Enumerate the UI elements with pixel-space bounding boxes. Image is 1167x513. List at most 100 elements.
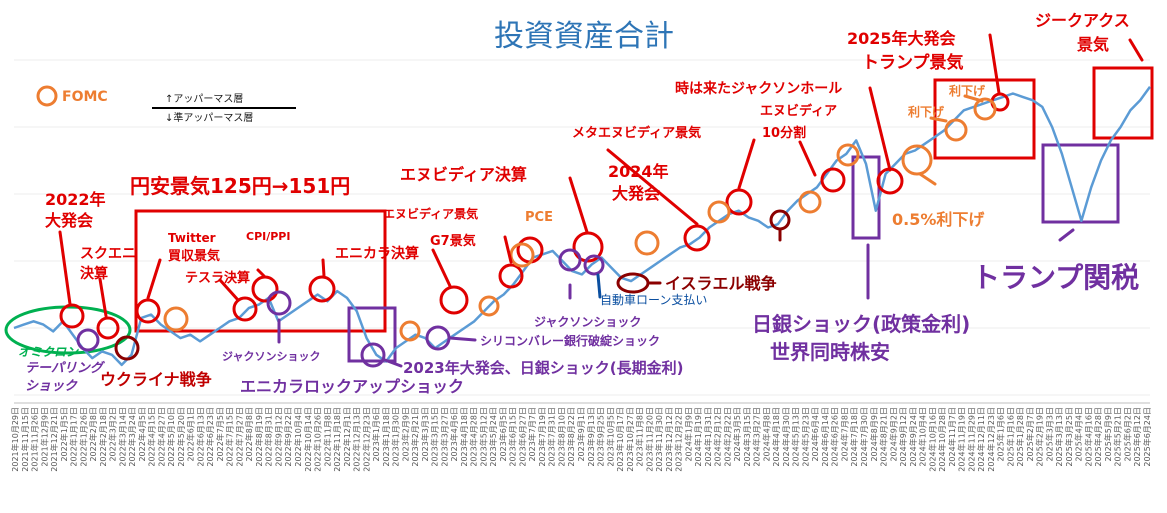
ann-shock: ショック [25, 379, 78, 394]
callout-arrow-purple [1058, 228, 1075, 242]
x-tick-label: 2024年2月12日 [713, 407, 723, 467]
x-tick-label: 2023年10月27日 [625, 407, 635, 472]
x-tick-label: 2023年9月13日 [586, 407, 596, 467]
x-tick-label: 2024年3月5日 [732, 407, 742, 462]
event-circle-red [725, 188, 753, 216]
x-tick-label: 2023年10月17日 [615, 407, 625, 472]
tariff-box [1041, 143, 1120, 224]
x-tick-label: 2022年7月15日 [225, 407, 235, 467]
fomc-circle [478, 295, 500, 317]
x-tick-label: 2023年4月28日 [469, 407, 479, 467]
callout-arrow-purple [448, 336, 477, 342]
x-tick-label: 2022年8月19日 [254, 407, 264, 467]
ann-cpi: CPI/PPI [246, 230, 290, 243]
x-tick-labels: 2021年10月29日 2021年11月15日 2021年11月26日 2021年12… [10, 407, 1152, 472]
x-tick-label: 2022年4月27日 [156, 407, 166, 467]
x-tick-label: 2023年10月5日 [605, 407, 615, 467]
x-tick-label: 2022年6月23日 [205, 407, 215, 467]
x-tick-label: 2024年1月31日 [703, 407, 713, 467]
ann-2024: 2024年 [608, 162, 669, 181]
fomc-circle [798, 190, 822, 214]
event-circle-red [498, 263, 524, 289]
x-tick-label: 2023年7月7日 [527, 407, 537, 462]
x-tick-label: 2025年6月24日 [1142, 407, 1152, 467]
ann-tesla: テスラ決算 [185, 270, 250, 286]
x-tick-label: 2024年9月12日 [898, 407, 908, 467]
x-tick-label: 2022年12月23日 [361, 407, 371, 472]
chart-title: 投資資産合計 [494, 19, 674, 54]
x-tick-label: 2024年1月19日 [693, 407, 703, 467]
x-tick-label: 2022年5月20日 [176, 407, 186, 467]
x-tick-label: 2024年3月15日 [742, 407, 752, 467]
x-tick-label: 2023年3月15日 [430, 407, 440, 467]
callout-arrow-orange [918, 172, 937, 186]
x-tick-label: 2022年3月2日 [108, 407, 118, 462]
x-tick-label: 2022年8月31日 [264, 407, 274, 467]
ann-lockup: エニカラロックアップショック [240, 377, 464, 396]
x-tick-label: 2025年1月28日 [1015, 407, 1025, 467]
x-tick-label: 2025年1月16日 [1005, 407, 1015, 467]
x-tick-label: 2024年3月27日 [752, 407, 762, 467]
event-circle-purple [360, 342, 386, 368]
ann-nvidia-kessan: エヌビディア決算 [400, 165, 527, 184]
callout-arrow-red [606, 148, 699, 226]
x-tick-label: 2025年3月25日 [1064, 407, 1074, 467]
x-tick-label: 2021年12月9日 [39, 407, 49, 467]
x-tick-label: 2025年3月3日 [1044, 407, 1054, 462]
event-circle-red [876, 167, 904, 195]
x-tick-label: 2024年4月30日 [781, 407, 791, 467]
annotation-markers [58, 33, 1144, 368]
x-tick-label: 2024年11月7日 [947, 407, 957, 467]
ann-gquuuuuux: ジークアクス [1035, 11, 1130, 30]
fomc-circle [509, 242, 535, 268]
x-tick-label: 2025年2月7日 [1025, 407, 1035, 462]
fomc-circle [901, 144, 933, 176]
x-tick-label: 2023年9月1日 [576, 407, 586, 462]
x-tick-label: 2022年1月5日 [59, 407, 69, 462]
gquuuuuux-box [1092, 66, 1154, 140]
event-circle-red [516, 236, 544, 264]
x-tick-label: 2024年6月14日 [820, 407, 830, 467]
event-circle-red [439, 285, 469, 315]
x-tick-label: 2025年1月6日 [996, 407, 1006, 462]
israel-ellipse [616, 272, 650, 294]
x-tick-label: 2025年6月12日 [1132, 407, 1142, 467]
fomc-circle [944, 118, 968, 142]
x-tick-label: 2022年9月12日 [273, 407, 283, 467]
ann-split-10: 10分割 [762, 125, 806, 141]
x-tick-label: 2022年5月10日 [166, 407, 176, 467]
fomc-circle [707, 200, 731, 224]
callout-arrow-red [431, 248, 452, 288]
ann-jackson-2022: ジャクソンショック [222, 350, 320, 363]
ann-meta-nvidia: メタエヌビディア景気 [572, 125, 701, 141]
series-line [13, 86, 1152, 367]
x-tick-label: 2023年5月24日 [488, 407, 498, 467]
x-tick-label: 2022年10月4日 [293, 407, 303, 467]
x-tick-label: 2023年11月8日 [635, 407, 645, 467]
ann-svb: シリコンバレー銀行破綻ショック [480, 333, 660, 348]
x-tick-label: 2024年4月18日 [771, 407, 781, 467]
ann-jackson-2023: ジャクソンショック [534, 315, 641, 329]
x-tick-label: 2022年2月18日 [98, 407, 108, 467]
ann-g7: G7景気 [430, 233, 476, 249]
x-tick-label: 2024年12月23日 [986, 407, 996, 472]
x-tick-label: 2022年6月1日 [186, 407, 196, 462]
gridlines [14, 59, 1150, 404]
callout-arrow-blue [596, 273, 602, 299]
fomc-circle [399, 320, 421, 342]
x-tick-label: 2022年12月13日 [352, 407, 362, 472]
ann-rate-cut-05: 0.5%利下げ [892, 210, 985, 229]
callout-arrow-red [98, 277, 108, 318]
callout-arrow-red [256, 268, 266, 278]
fomc-circle [973, 97, 997, 121]
x-tick-label: 2023年7月31日 [547, 407, 557, 467]
ann-2023: 2023年大発会、日銀ショック(長期金利) [403, 359, 683, 377]
ann-rate-cut-1: 利下げ [908, 104, 945, 119]
ann-kessan: 決算 [80, 265, 108, 282]
x-tick-label: 2022年11月8日 [322, 407, 332, 467]
callout-arrow-orange [929, 116, 948, 123]
ann-2025: 2025年大発会 [847, 29, 956, 48]
callout-arrow-red [737, 138, 756, 190]
x-tick-label: 2025年4月16日 [1083, 407, 1093, 467]
callout-arrow-red [868, 86, 892, 172]
